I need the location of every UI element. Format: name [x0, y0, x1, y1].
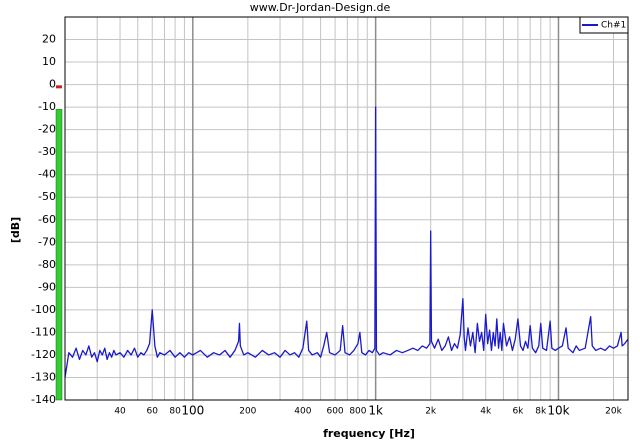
y-tick-label: -120	[31, 348, 56, 361]
chart-title: www.Dr-Jordan-Design.de	[250, 1, 391, 14]
y-tick-label: -110	[31, 325, 56, 338]
y-tick-label: -130	[31, 370, 56, 383]
x-tick-label: 8k	[535, 407, 547, 417]
x-tick-label: 2k	[425, 407, 437, 417]
y-tick-label: -90	[38, 280, 56, 293]
x-tick-label: 60	[147, 407, 159, 417]
y-tick-label: 10	[42, 55, 56, 68]
x-tick-label: 100	[181, 404, 204, 418]
legend-label: Ch#1	[601, 21, 626, 31]
plot-area	[65, 17, 628, 400]
x-tick-label: 6k	[512, 407, 524, 417]
y-tick-label: -70	[38, 235, 56, 248]
x-tick-label: 800	[349, 407, 366, 417]
y-tick-label: -60	[38, 213, 56, 226]
y-tick-label: 20	[42, 33, 56, 46]
x-axis-label: frequency [Hz]	[323, 427, 415, 440]
y-axis-label: [dB]	[9, 217, 22, 243]
y-tick-label: -40	[38, 168, 56, 181]
y-tick-label: 0	[49, 78, 56, 91]
y-tick-label: -100	[31, 303, 56, 316]
x-tick-label: 40	[114, 407, 126, 417]
x-tick-label: 200	[239, 407, 256, 417]
y-tick-label: -50	[38, 190, 56, 203]
x-tick-label: 600	[326, 407, 343, 417]
x-tick-label: 80	[169, 407, 181, 417]
x-tick-label: 20k	[605, 407, 622, 417]
y-tick-label: -20	[38, 123, 56, 136]
series-line	[64, 106, 629, 378]
peak-marker	[56, 85, 62, 89]
y-tick-label: -140	[31, 393, 56, 406]
plot-frame	[64, 16, 629, 401]
y-tick-label: -30	[38, 145, 56, 158]
x-tick-label: 10k	[547, 404, 569, 418]
level-bar	[55, 109, 63, 401]
y-tick-label: -10	[38, 100, 56, 113]
y-tick-label: -80	[38, 258, 56, 271]
x-tick-label: 1k	[368, 404, 383, 418]
x-tick-label: 4k	[480, 407, 492, 417]
x-tick-label: 400	[294, 407, 311, 417]
legend-box	[579, 16, 629, 34]
